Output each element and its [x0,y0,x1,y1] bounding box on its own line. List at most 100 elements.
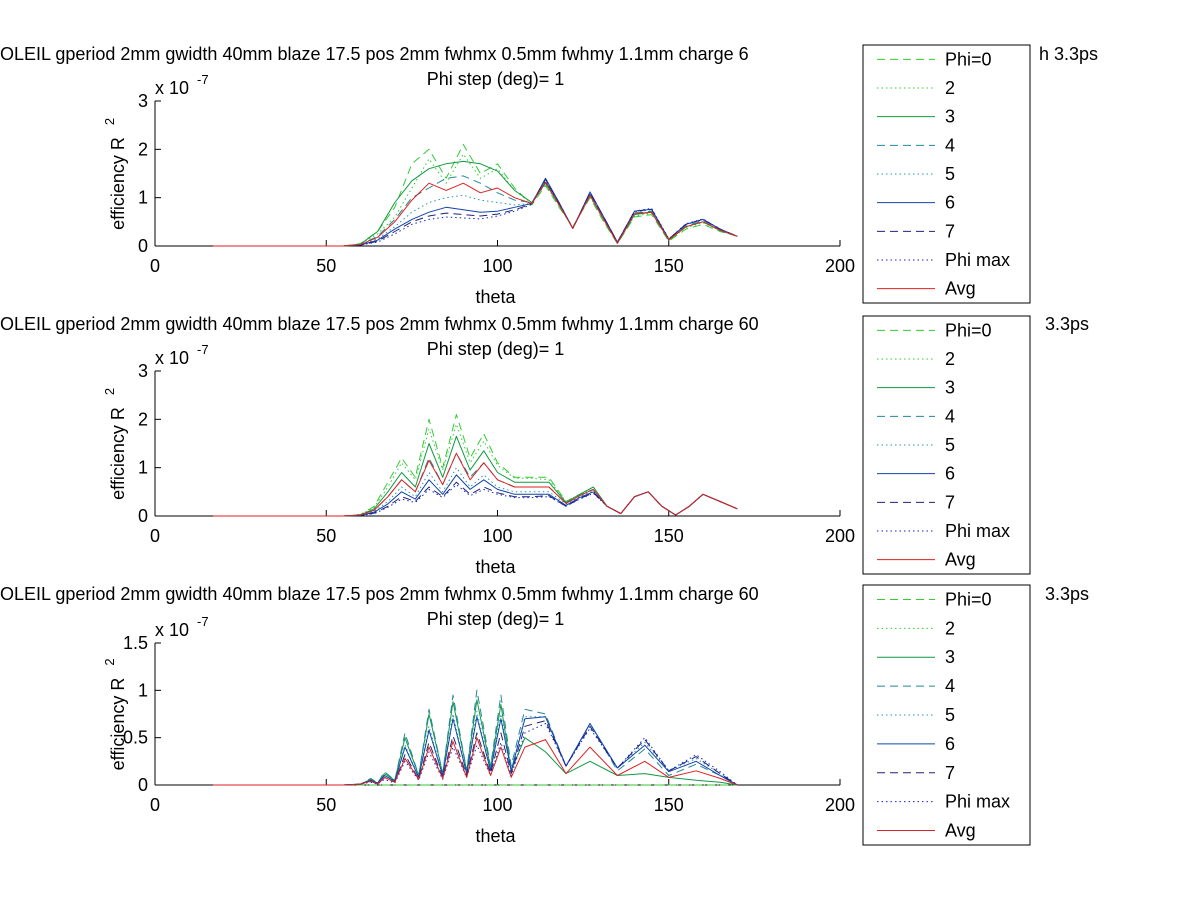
y-tick-label: 0.5 [123,728,148,748]
series-line-1 [213,414,738,517]
y-tick-label: 2 [138,139,148,159]
y-tick-label: 2 [138,409,148,429]
y-tick-label: 1.5 [123,633,148,653]
series-line-2 [213,153,738,247]
subplot-1: OLEIL gperiod 2mm gwidth 40mm blaze 17.5… [0,44,1098,307]
series-line-8 [213,484,738,517]
y-tick-label: 0 [138,506,148,526]
legend-entry-label: 3 [945,107,955,127]
y-axis-label: efficiency R [108,407,128,500]
legend-entry-label: Avg [945,550,976,570]
legend-entry-label: Phi=0 [945,49,992,69]
subplot-2: OLEIL gperiod 2mm gwidth 40mm blaze 17.5… [0,314,1089,577]
series-line-5 [213,467,738,517]
series-line-5 [213,178,738,247]
series-line-9 [213,737,738,786]
x-tick-label: 200 [825,526,855,546]
y-tick-label: 3 [138,361,148,381]
x-tick-label: 100 [482,795,512,815]
legend-entry-label: 4 [945,135,955,155]
y-axis-label-sup: 2 [102,118,117,125]
series-line-9 [213,452,738,517]
legend-entry-label: 5 [945,164,955,184]
y-axis-label: efficiency R [108,137,128,230]
x-tick-label: 150 [654,795,684,815]
legend-entry-label: Phi max [945,792,1010,812]
x-axis-label: theta [475,557,516,577]
chart-subtitle: Phi step (deg)= 1 [427,609,565,629]
y-exponent-sup: -7 [197,614,209,629]
legend-entry-label: 5 [945,705,955,725]
legend-entry-label: 3 [945,647,955,667]
series-line-1 [213,144,738,247]
x-axis-label: theta [475,287,516,307]
legend-entry-label: 2 [945,78,955,98]
y-axis-label-group: efficiency R 2 [102,388,128,500]
legend-entry-label: 3 [945,378,955,398]
series-line-7 [213,178,738,247]
legend-entry-label: 7 [945,221,955,241]
y-tick-label: 1 [138,188,148,208]
y-axis-label-sup: 2 [102,658,117,665]
chart-title: OLEIL gperiod 2mm gwidth 40mm blaze 17.5… [0,44,749,64]
legend: Phi=0 2 3 4 5 6 7 Phi max Avg [862,44,1031,304]
y-exponent-label: x 10 [155,348,189,368]
y-axis-label: efficiency R [108,678,128,771]
y-exponent-label: x 10 [155,78,189,98]
legend-entry-label: 7 [945,492,955,512]
legend-entry-label: 6 [945,464,955,484]
series-line-7 [213,481,738,517]
x-tick-label: 0 [150,526,160,546]
series-line-6 [213,716,738,786]
chart-subtitle: Phi step (deg)= 1 [427,339,565,359]
chart-title: OLEIL gperiod 2mm gwidth 40mm blaze 17.5… [0,584,759,604]
legend-entry-label: Phi max [945,250,1010,270]
chart-title-right: h 3.3ps [1039,44,1098,64]
series-line-6 [213,474,738,517]
x-axis-label: theta [475,826,516,846]
x-tick-label: 150 [654,526,684,546]
legend: Phi=0 2 3 4 5 6 7 Phi max Avg [862,584,1031,846]
legend-entry-label: 7 [945,763,955,783]
x-tick-label: 150 [654,256,684,276]
x-tick-label: 200 [825,256,855,276]
chart-title-right: 3.3ps [1045,584,1089,604]
y-tick-label: 0 [138,775,148,795]
series-line-4 [213,689,738,786]
series-line-3 [213,160,738,247]
x-tick-label: 50 [316,795,336,815]
series-line-5 [213,710,738,786]
y-axis-label-group: efficiency R 2 [102,118,128,230]
series-line-9 [213,181,738,247]
legend-entry-label: 6 [945,734,955,754]
series-line-8 [213,180,738,247]
x-tick-label: 50 [316,526,336,546]
legend: Phi=0 2 3 4 5 6 7 Phi max Avg [862,315,1031,575]
subplot-3: OLEIL gperiod 2mm gwidth 40mm blaze 17.5… [0,584,1089,846]
x-tick-label: 0 [150,256,160,276]
x-tick-label: 100 [482,526,512,546]
x-tick-label: 200 [825,795,855,815]
chart-subtitle: Phi step (deg)= 1 [427,69,565,89]
legend-entry-label: 2 [945,618,955,638]
y-axis-label-group: efficiency R 2 [102,658,128,770]
legend-entry-label: 4 [945,406,955,426]
legend-entry-label: 5 [945,435,955,455]
x-tick-label: 0 [150,795,160,815]
series-line-4 [213,175,738,247]
legend-entry-label: Avg [945,279,976,299]
y-tick-label: 0 [138,236,148,256]
y-exponent-sup: -7 [197,342,209,357]
series-line-6 [213,177,738,247]
y-exponent-label: x 10 [155,620,189,640]
legend-entry-label: 6 [945,193,955,213]
chart-title: OLEIL gperiod 2mm gwidth 40mm blaze 17.5… [0,314,759,334]
legend-entry-label: Phi max [945,521,1010,541]
y-tick-label: 3 [138,91,148,111]
legend-entry-label: Avg [945,821,976,841]
y-tick-label: 1 [138,458,148,478]
y-axis-label-sup: 2 [102,388,117,395]
legend-entry-label: Phi=0 [945,589,992,609]
legend-entry-label: 4 [945,676,955,696]
